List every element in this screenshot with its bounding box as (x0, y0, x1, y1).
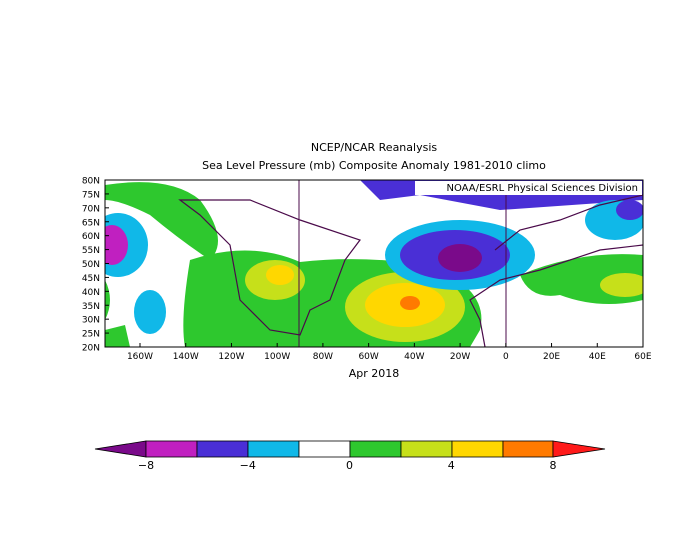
colorbar-label: −4 (240, 459, 256, 472)
lat-label: 55N (82, 246, 100, 256)
lat-axis: 80N 75N 70N 65N 60N 55N 50N 45N 40N 35N 30N 25N 20N (82, 177, 109, 354)
lat-label: 50N (82, 260, 100, 270)
lat-label: 70N (82, 204, 100, 214)
colorbar-box (298, 440, 351, 458)
coastline (469, 244, 643, 347)
coastline (178, 199, 361, 336)
cyan-region (134, 290, 166, 334)
lat-label: 75N (82, 190, 100, 200)
colorbar-box (349, 440, 402, 458)
colorbar-box (451, 440, 504, 458)
credit: NOAA/ESRL Physical Sciences Division (447, 183, 639, 194)
lon-axis: 160W 140W 120W 100W 80W 60W 40W 20W 0 20E 40E 60E (127, 343, 652, 362)
colorbar (94, 440, 606, 458)
lat-label: 45N (82, 274, 100, 284)
lat-label: 40N (82, 288, 100, 298)
colorbar-labels: −8 −4 0 4 8 (138, 459, 557, 472)
lat-label: 35N (82, 302, 100, 312)
lon-label: 100W (264, 352, 290, 362)
colorbar-label: 0 (346, 459, 353, 472)
lon-label: 40E (589, 352, 606, 362)
yellow-green-region (600, 273, 643, 297)
lat-label: 30N (82, 316, 100, 326)
lon-label: 20W (450, 352, 470, 362)
lon-label: 0 (503, 352, 509, 362)
coastline (494, 194, 643, 251)
colorbar-label: 8 (550, 459, 557, 472)
lon-label: 60E (634, 352, 651, 362)
colorbar-label: −8 (138, 459, 154, 472)
subtitle: Sea Level Pressure (mb) Composite Anomal… (202, 159, 546, 172)
period: Apr 2018 (349, 367, 400, 380)
lat-label: 65N (82, 218, 100, 228)
colorbar-box (502, 440, 554, 458)
lon-label: 20E (543, 352, 560, 362)
lat-label: 20N (82, 344, 100, 354)
credit-box (415, 181, 642, 195)
colorbar-box (400, 440, 453, 458)
lat-label: 25N (82, 330, 100, 340)
colorbar-box (196, 440, 249, 458)
yellow-region (266, 265, 294, 285)
orange-region (400, 296, 420, 310)
colorbar-end (552, 440, 606, 458)
green-region (105, 280, 130, 347)
lon-label: 40W (404, 352, 424, 362)
lon-label: 60W (358, 352, 378, 362)
blue-region (616, 200, 643, 220)
purple-region (438, 244, 482, 272)
lat-label: 80N (82, 177, 100, 187)
green-region (105, 182, 218, 260)
anomaly-field (105, 180, 643, 347)
colorbar-box (247, 440, 300, 458)
lat-label: 60N (82, 232, 100, 242)
lon-label: 120W (218, 352, 244, 362)
lon-label: 80W (313, 352, 333, 362)
title: NCEP/NCAR Reanalysis (311, 141, 437, 154)
colorbar-label: 4 (448, 459, 455, 472)
lon-label: 140W (173, 352, 199, 362)
magenta-region (105, 225, 128, 265)
lon-label: 160W (127, 352, 153, 362)
colorbar-box (145, 440, 198, 458)
